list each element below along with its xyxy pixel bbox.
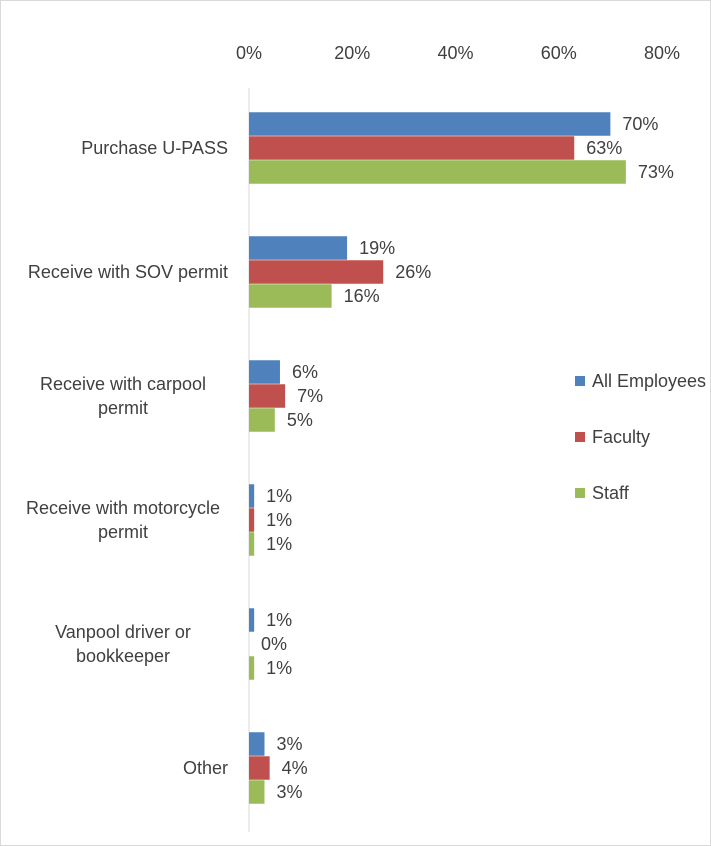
y-tick-label: Receive with carpool permit xyxy=(39,374,207,418)
data-label: 3% xyxy=(276,734,302,754)
x-tick-label: 0% xyxy=(236,43,262,63)
bar xyxy=(249,112,611,136)
bar xyxy=(249,360,280,384)
data-label: 63% xyxy=(586,138,622,158)
y-tick-label: Receive with motorcycle permit xyxy=(25,498,221,542)
legend-swatch xyxy=(575,376,585,386)
bar xyxy=(249,284,332,308)
bar xyxy=(249,656,255,680)
legend-label: Faculty xyxy=(592,427,650,447)
bar xyxy=(249,384,286,408)
data-label: 26% xyxy=(395,262,431,282)
data-label: 1% xyxy=(266,510,292,530)
bar xyxy=(249,136,575,160)
legend-swatch xyxy=(575,432,585,442)
data-label: 70% xyxy=(622,114,658,134)
y-tick-label: Other xyxy=(182,758,228,778)
legend-swatch xyxy=(575,488,585,498)
bar xyxy=(249,508,255,532)
bar xyxy=(249,608,255,632)
data-label: 5% xyxy=(287,410,313,430)
data-label: 6% xyxy=(292,362,318,382)
data-label: 16% xyxy=(344,286,380,306)
data-label: 1% xyxy=(266,486,292,506)
y-tick-label: Purchase U-PASS xyxy=(81,138,228,158)
bar xyxy=(249,236,348,260)
bar xyxy=(249,780,265,804)
x-tick-label: 80% xyxy=(644,43,680,63)
legend-label: Staff xyxy=(592,483,630,503)
bar xyxy=(249,260,384,284)
y-tick-label: Receive with SOV permit xyxy=(27,262,228,282)
data-label: 1% xyxy=(266,610,292,630)
x-tick-label: 40% xyxy=(437,43,473,63)
data-label: 1% xyxy=(266,534,292,554)
data-label: 3% xyxy=(276,782,302,802)
bar xyxy=(249,160,626,184)
bar xyxy=(249,408,275,432)
data-label: 19% xyxy=(359,238,395,258)
bar xyxy=(249,732,265,756)
y-tick-label: Vanpool driver or bookkeeper xyxy=(55,622,191,666)
data-label: 4% xyxy=(282,758,308,778)
bar xyxy=(249,756,270,780)
data-label: 1% xyxy=(266,658,292,678)
data-label: 7% xyxy=(297,386,323,406)
x-tick-label: 60% xyxy=(541,43,577,63)
data-label: 0% xyxy=(261,634,287,654)
bar xyxy=(249,532,255,556)
x-tick-label: 20% xyxy=(334,43,370,63)
legend-label: All Employees xyxy=(592,371,706,391)
data-label: 73% xyxy=(638,162,674,182)
bar xyxy=(249,484,255,508)
